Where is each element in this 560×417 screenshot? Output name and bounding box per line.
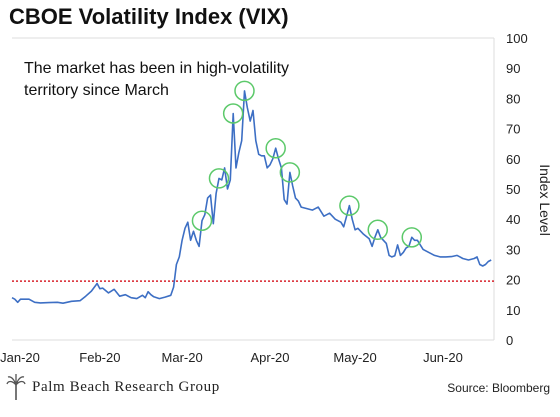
y-tick-label: 90 bbox=[506, 61, 520, 76]
source-note: Source: Bloomberg bbox=[447, 381, 550, 395]
highlight-circle-1 bbox=[191, 210, 213, 231]
y-axis-ticks: 0 10 20 30 40 50 60 70 80 90 100 bbox=[506, 31, 528, 348]
x-tick-label: Apr-20 bbox=[250, 350, 289, 365]
x-axis-ticks: Jan-20 Feb-20 Mar-20 Apr-20 May-20 Jun-20 bbox=[0, 350, 463, 365]
y-tick-label: 10 bbox=[506, 303, 520, 318]
highlight-circle-6 bbox=[279, 162, 301, 183]
highlight-circle-7 bbox=[339, 195, 360, 216]
annotation-line-2: territory since March bbox=[24, 82, 169, 99]
y-tick-label: 20 bbox=[506, 273, 520, 288]
highlight-circle-5 bbox=[265, 137, 286, 159]
highlight-circles bbox=[191, 80, 423, 248]
palm-tree-logo-icon bbox=[6, 374, 26, 400]
y-axis-label: Index Level bbox=[537, 164, 553, 236]
y-tick-label: 0 bbox=[506, 333, 513, 348]
x-tick-label: Jun-20 bbox=[423, 350, 463, 365]
brand: Palm Beach Research Group bbox=[6, 373, 220, 401]
highlight-circle-4 bbox=[234, 80, 255, 102]
y-tick-label: 100 bbox=[506, 31, 528, 46]
x-tick-label: Jan-20 bbox=[0, 350, 40, 365]
brand-name: Palm Beach Research Group bbox=[32, 378, 220, 395]
x-tick-label: Mar-20 bbox=[162, 350, 203, 365]
y-tick-label: 70 bbox=[506, 122, 520, 137]
y-tick-label: 60 bbox=[506, 152, 520, 167]
highlight-circle-9 bbox=[401, 227, 423, 248]
x-tick-label: Feb-20 bbox=[79, 350, 120, 365]
highlight-circle-8 bbox=[367, 219, 389, 241]
y-tick-label: 50 bbox=[506, 182, 520, 197]
highlight-circle-3 bbox=[222, 103, 244, 124]
y-tick-label: 80 bbox=[506, 91, 520, 106]
x-tick-label: May-20 bbox=[333, 350, 376, 365]
chart-title: CBOE Volatility Index (VIX) bbox=[9, 4, 289, 29]
series-line bbox=[11, 90, 492, 305]
highlight-circle-2 bbox=[208, 168, 230, 189]
y-tick-label: 30 bbox=[506, 242, 520, 257]
annotation-line-1: The market has been in high-volatility bbox=[24, 60, 289, 77]
y-tick-label: 40 bbox=[506, 212, 520, 227]
